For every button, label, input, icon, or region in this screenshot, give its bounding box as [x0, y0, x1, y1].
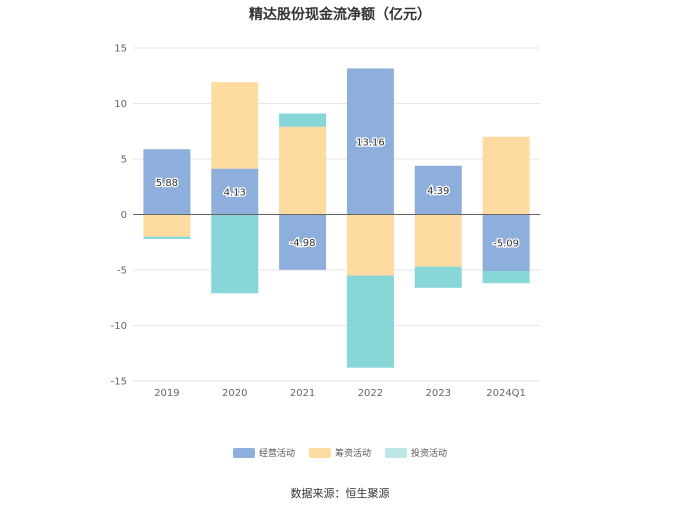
axes: 15 10 5 0 -5 -10 -15 2019 2020 2021 2022 2023 2024Q1	[111, 44, 540, 399]
x-tick-label: 2019	[154, 388, 179, 399]
bar-investing[interactable]	[414, 266, 462, 288]
y-tick-label: 0	[121, 210, 127, 221]
bar-financing[interactable]	[346, 214, 394, 276]
gridlines	[133, 47, 540, 382]
bar-investing[interactable]	[211, 214, 259, 294]
bar-operating[interactable]	[211, 168, 259, 215]
x-tick-label: 2021	[290, 388, 315, 399]
value-labels: 5.88 4.13 -4.98 13.16 4.39 -5.09	[155, 136, 521, 251]
x-tick-label: 2022	[358, 388, 383, 399]
legend: 经营活动 筹资活动 投资活动	[0, 446, 680, 459]
bar-investing[interactable]	[279, 113, 327, 127]
bar-operating[interactable]	[143, 149, 191, 215]
bar-operating[interactable]	[414, 165, 462, 215]
bar-operating[interactable]	[482, 214, 530, 271]
bars	[143, 68, 530, 368]
y-tick-label: 15	[114, 44, 127, 55]
chart-title: 精达股份现金流净额（亿元）	[249, 7, 431, 23]
bar-financing[interactable]	[482, 136, 530, 215]
legend-swatch-investing	[385, 447, 407, 458]
legend-item-investing[interactable]: 投资活动	[385, 446, 447, 459]
legend-swatch-operating	[232, 447, 255, 458]
data-label: 4.13	[224, 188, 246, 199]
bar-investing[interactable]	[143, 236, 191, 239]
bar-operating[interactable]	[346, 68, 394, 215]
y-tick-label: -5	[117, 266, 127, 277]
legend-item-operating[interactable]: 经营活动	[232, 446, 295, 459]
y-tick-label: 10	[114, 99, 127, 110]
bar-financing[interactable]	[211, 82, 259, 169]
data-label: 4.39	[427, 186, 449, 197]
legend-label-operating: 经营活动	[258, 449, 295, 459]
source-note: 数据来源：恒生聚源	[290, 487, 390, 500]
data-label: -5.09	[493, 239, 519, 250]
y-tick-label: -10	[111, 321, 127, 332]
x-tick-label: 2024Q1	[486, 388, 526, 399]
y-tick-label: 5	[121, 155, 127, 166]
bar-financing[interactable]	[279, 126, 327, 215]
x-tick-label: 2020	[222, 388, 247, 399]
legend-swatch-financing	[308, 447, 331, 458]
data-label: 13.16	[356, 137, 385, 148]
legend-label-investing: 投资活动	[411, 449, 448, 459]
x-tick-label: 2023	[426, 388, 451, 399]
data-label: -4.98	[290, 238, 316, 249]
bar-operating[interactable]	[279, 214, 327, 270]
bar-investing[interactable]	[482, 270, 530, 284]
bar-financing[interactable]	[414, 214, 462, 267]
bar-investing[interactable]	[346, 275, 394, 368]
legend-item-financing[interactable]: 筹资活动	[308, 446, 371, 459]
y-tick-label: -15	[111, 377, 127, 388]
data-label: 5.88	[156, 178, 178, 189]
bar-financing[interactable]	[143, 214, 191, 237]
legend-label-financing: 筹资活动	[334, 449, 371, 459]
